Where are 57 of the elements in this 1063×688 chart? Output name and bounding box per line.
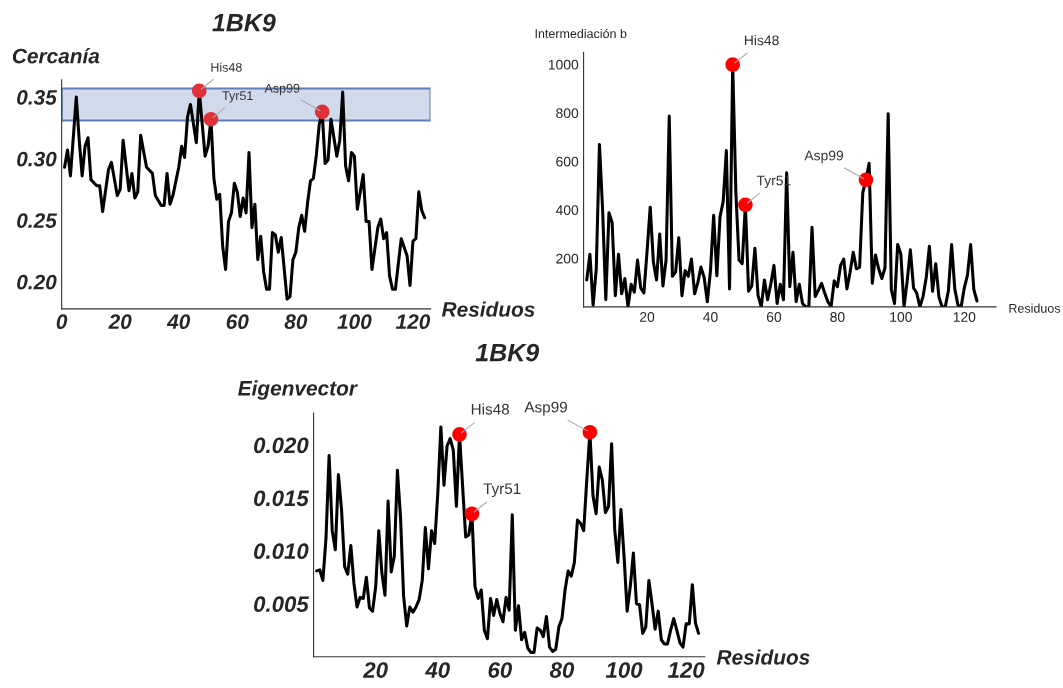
point [452,427,467,442]
x-tick-label: 120 [667,662,705,678]
point [582,424,598,440]
line-series [315,425,701,654]
annotation: Tyr51 [483,483,521,498]
point [203,111,219,127]
chart-title: 1BK9 [212,13,276,32]
x-tick-label: 100 [605,662,643,678]
point [464,506,480,522]
point [191,83,207,99]
x-tick-label: 60 [226,314,249,330]
annotation: Tyr51 [222,91,253,103]
x-tick-label: 60 [766,312,782,322]
x-axis-title: Residuos [441,301,535,317]
x-tick-label: 80 [549,662,575,678]
x-axis-title: Residuos [716,649,810,665]
chart-title: 1BK9 [475,343,540,362]
x-tick-label: 20 [640,312,655,322]
x-tick-label: 20 [362,662,388,678]
x-axis-title: Residuos [1009,303,1061,313]
y-axis-title: Intermediación b [535,28,627,39]
annotation: His48 [471,403,510,415]
y-axis-title: Cercanía [12,47,100,64]
x-tick-label: 60 [488,662,513,678]
y-tick-label: 0.30 [17,151,57,167]
x-tick-label: 40 [166,314,191,330]
x-tick-label: 40 [425,662,450,678]
y-axis-title: Eigenvector [238,380,358,400]
y-tick-label: 0.35 [17,90,58,105]
point [314,104,330,120]
point [858,172,874,188]
x-tick-label: 20 [108,314,132,330]
y-tick-label: 0.25 [17,213,58,228]
annotation: Asp99 [524,401,567,416]
point [738,197,753,213]
y-tick-label: 0.20 [17,274,57,290]
x-tick-label: 120 [953,312,976,322]
y-tick-label: 200 [556,253,579,264]
y-tick-label: 0.005 [254,596,309,613]
x-tick-label: 40 [703,312,718,322]
point [725,57,740,72]
annotation: Asp99 [804,150,844,164]
annotation: His48 [211,62,242,72]
y-tick-label: 800 [556,108,579,119]
y-tick-label: 0.010 [254,543,309,560]
x-tick-label: 80 [284,314,308,330]
y-tick-label: 0.015 [254,490,309,507]
x-tick-label: 0 [56,314,68,330]
y-tick-label: 400 [555,205,579,216]
x-tick-label: 100 [890,312,912,322]
x-tick-label: 100 [337,314,372,330]
x-tick-label: 120 [395,314,431,330]
y-tick-label: 0.020 [254,437,309,454]
y-tick-label: 600 [556,156,579,167]
x-tick-label: 80 [830,312,845,322]
annotation: His48 [744,35,779,46]
y-tick-label: 1000 [548,59,579,70]
